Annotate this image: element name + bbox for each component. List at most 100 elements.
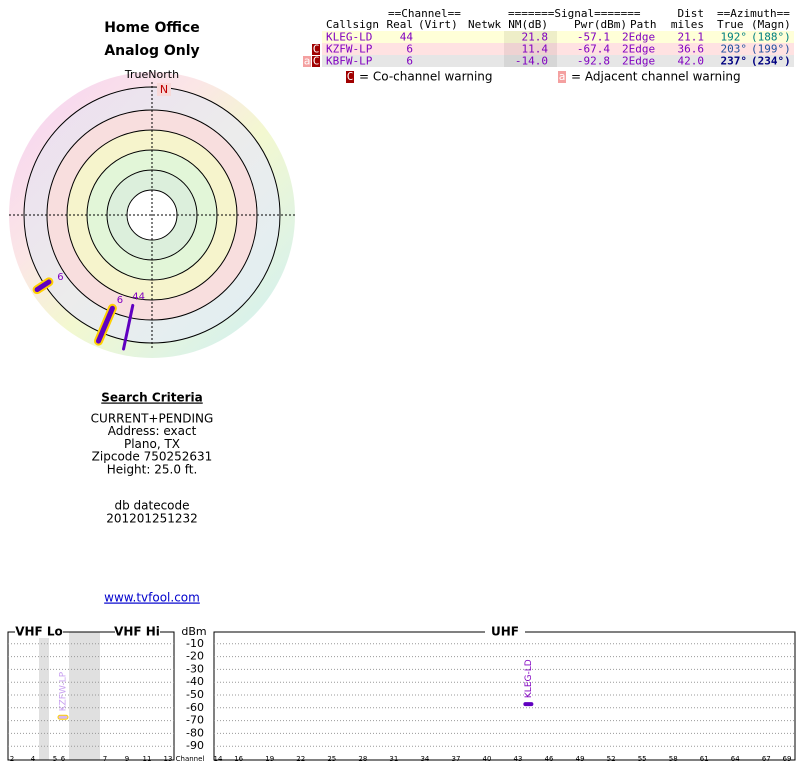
column-header: True — [717, 18, 744, 31]
y-tick-label: -80 — [186, 726, 204, 739]
nm-bg — [504, 31, 557, 43]
cell-path: 2Edge — [622, 55, 655, 68]
cell-nm: 11.4 — [522, 43, 549, 56]
x-tick-label: 43 — [514, 755, 523, 763]
column-header: Path — [630, 18, 657, 31]
column-header: Pwr(dBm) — [574, 18, 627, 31]
cell-dist: 36.6 — [678, 43, 705, 56]
legend-text: = Adjacent channel warning — [571, 70, 741, 84]
legend-symbol: C — [347, 70, 354, 83]
x-axis-label: Channel — [176, 755, 205, 763]
column-header: NM(dB) — [508, 18, 548, 31]
link[interactable]: www.tvfool.com — [104, 591, 200, 605]
band-label: VHF Lo — [15, 625, 63, 639]
x-tick-label: 13 — [164, 755, 173, 763]
y-tick-label: -70 — [186, 714, 204, 727]
cell-real: 6 — [406, 43, 413, 56]
warning-symbol: a — [304, 55, 311, 68]
group-header: =======Signal======= — [508, 7, 641, 20]
y-axis-label: dBm — [181, 625, 206, 638]
x-tick-label: 25 — [327, 755, 336, 763]
cell-nm: 21.8 — [522, 31, 549, 44]
column-header: Real — [387, 18, 414, 31]
x-tick-label: 9 — [125, 755, 129, 763]
x-tick-label: 37 — [451, 755, 460, 763]
y-tick-label: -90 — [186, 739, 204, 752]
search-line: Height: 25.0 ft. — [107, 462, 198, 476]
warning-symbol: C — [313, 43, 320, 56]
x-tick-label: 61 — [700, 755, 709, 763]
cell-real: 44 — [400, 31, 414, 44]
cell-real: 6 — [406, 55, 413, 68]
column-header: Netwk — [468, 18, 501, 31]
cell-nm: -14.0 — [515, 55, 548, 68]
row-bg — [322, 55, 794, 67]
x-tick-label: 19 — [265, 755, 274, 763]
search-line: CURRENT+PENDING — [91, 412, 214, 426]
x-tick-label: 22 — [296, 755, 305, 763]
title: Home Office — [104, 20, 200, 36]
cell-dist: 21.1 — [678, 31, 705, 44]
north-label: TrueNorth — [124, 68, 179, 81]
x-tick-label: 55 — [638, 755, 647, 763]
y-tick-label: -40 — [186, 675, 204, 688]
legend: C = Co-channel warning a = Adjacent channel… — [346, 70, 741, 84]
station-label: 44 — [132, 292, 145, 303]
y-tick-label: -50 — [186, 688, 204, 701]
subtitle: Analog Only — [104, 43, 199, 59]
spectrum-chart: VHF Lo VHF Hi UHF dBm Channel -10-20-30-40-50… — [7, 625, 796, 763]
column-header: Callsign — [326, 18, 379, 31]
group-header: Dist — [678, 7, 705, 20]
search-title: Search Criteria — [101, 391, 202, 405]
station-label: KLEG-LD — [524, 659, 534, 698]
x-tick-label: 5 — [53, 755, 57, 763]
nm-bg — [504, 43, 557, 55]
x-tick-label: 2 — [10, 755, 14, 763]
legend-symbol: a — [559, 70, 566, 83]
station-table: ==Channel== =======Signal======= Dist ==Azi… — [303, 7, 794, 68]
search-line: Zipcode 750252631 — [92, 450, 213, 464]
db-label: db datecode — [114, 499, 189, 513]
db-value: 201201251232 — [106, 512, 198, 526]
station-label: KZFW-LP — [59, 671, 69, 711]
legend-text: = Co-channel warning — [359, 70, 493, 84]
y-tick-label: -30 — [186, 662, 204, 675]
y-tick-label: -20 — [186, 650, 204, 663]
search-line: Plano, TX — [124, 437, 180, 451]
row-bg — [322, 31, 794, 43]
x-tick-label: 46 — [545, 755, 554, 763]
station-bar — [95, 305, 115, 344]
x-tick-label: 16 — [234, 755, 243, 763]
search-line: Address: exact — [108, 424, 197, 438]
north-marker: N — [160, 83, 168, 96]
x-tick-label: 40 — [483, 755, 492, 763]
column-header: (Virt) — [418, 18, 458, 31]
band-label: UHF — [491, 625, 519, 639]
y-tick-label: -60 — [186, 701, 204, 714]
warning-badge — [312, 56, 320, 67]
x-tick-label: 34 — [420, 755, 429, 763]
cell-pwr: -57.1 — [577, 31, 610, 44]
x-tick-label: 52 — [607, 755, 616, 763]
x-tick-label: 11 — [143, 755, 152, 763]
nm-bg — [504, 55, 557, 67]
cell-true-az: 237° — [721, 55, 748, 68]
x-tick-label: 69 — [783, 755, 792, 763]
x-tick-label: 4 — [31, 755, 36, 763]
station-bar — [34, 279, 52, 293]
cell-path: 2Edge — [622, 31, 655, 44]
cell-dist: 42.0 — [678, 55, 705, 68]
x-tick-label: 31 — [389, 755, 398, 763]
cell-magn-az: (234°) — [751, 55, 791, 68]
station-marker — [57, 714, 69, 720]
station-label: 6 — [57, 272, 63, 283]
x-tick-label: 64 — [731, 755, 740, 763]
x-tick-label: 28 — [358, 755, 367, 763]
cell-pwr: -67.4 — [577, 43, 610, 56]
row-bg — [322, 43, 794, 55]
cell-callsign: KZFW-LP — [326, 43, 373, 56]
x-tick-label: 14 — [214, 755, 223, 763]
x-tick-label: 49 — [576, 755, 585, 763]
